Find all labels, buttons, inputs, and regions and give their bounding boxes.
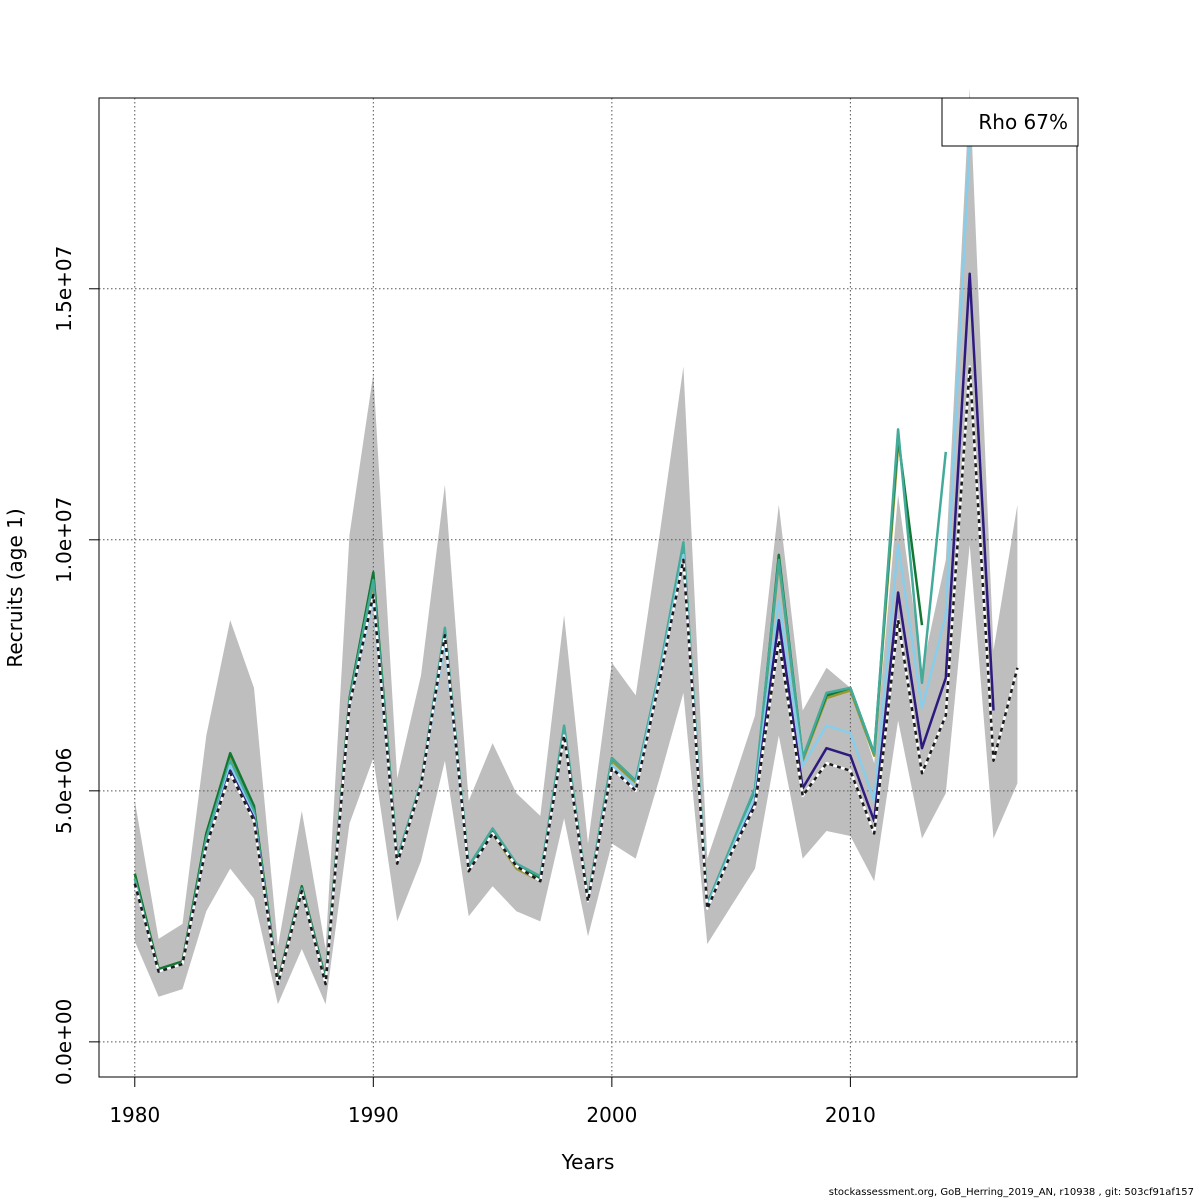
x-tick-label: 1990	[348, 1103, 399, 1127]
series-line-dashed	[133, 365, 1019, 986]
y-axis-title: Recruits (age 1)	[3, 508, 27, 667]
confidence-band-layer	[134, 88, 1018, 1005]
y-tick-label: 1.0e+07	[52, 497, 76, 583]
y-tick-label: 1.5e+07	[52, 246, 76, 332]
x-tick-label: 2010	[825, 1103, 876, 1127]
plot-frame	[98, 97, 1078, 1078]
legend-text: Rho 67%	[978, 110, 1068, 134]
x-tick-label: 2000	[586, 1103, 637, 1127]
legend: Rho 67%	[941, 97, 1079, 147]
y-tick-label: 5.0e+06	[52, 748, 76, 834]
credit-line: stockassessment.org, GoB_Herring_2019_AN…	[828, 1187, 1194, 1198]
legend-box	[941, 97, 1079, 147]
y-tick-label: 0.0e+00	[52, 999, 76, 1085]
x-axis-title: Years	[561, 1150, 615, 1174]
confidence-band	[134, 88, 1018, 1005]
x-tick-label: 1980	[109, 1103, 160, 1127]
series-layer	[133, 138, 1019, 986]
axis-layer: 1980 1990 2000 2010 0.0e+00 5.0e+06 1.0e+07 1.5…	[52, 246, 876, 1127]
